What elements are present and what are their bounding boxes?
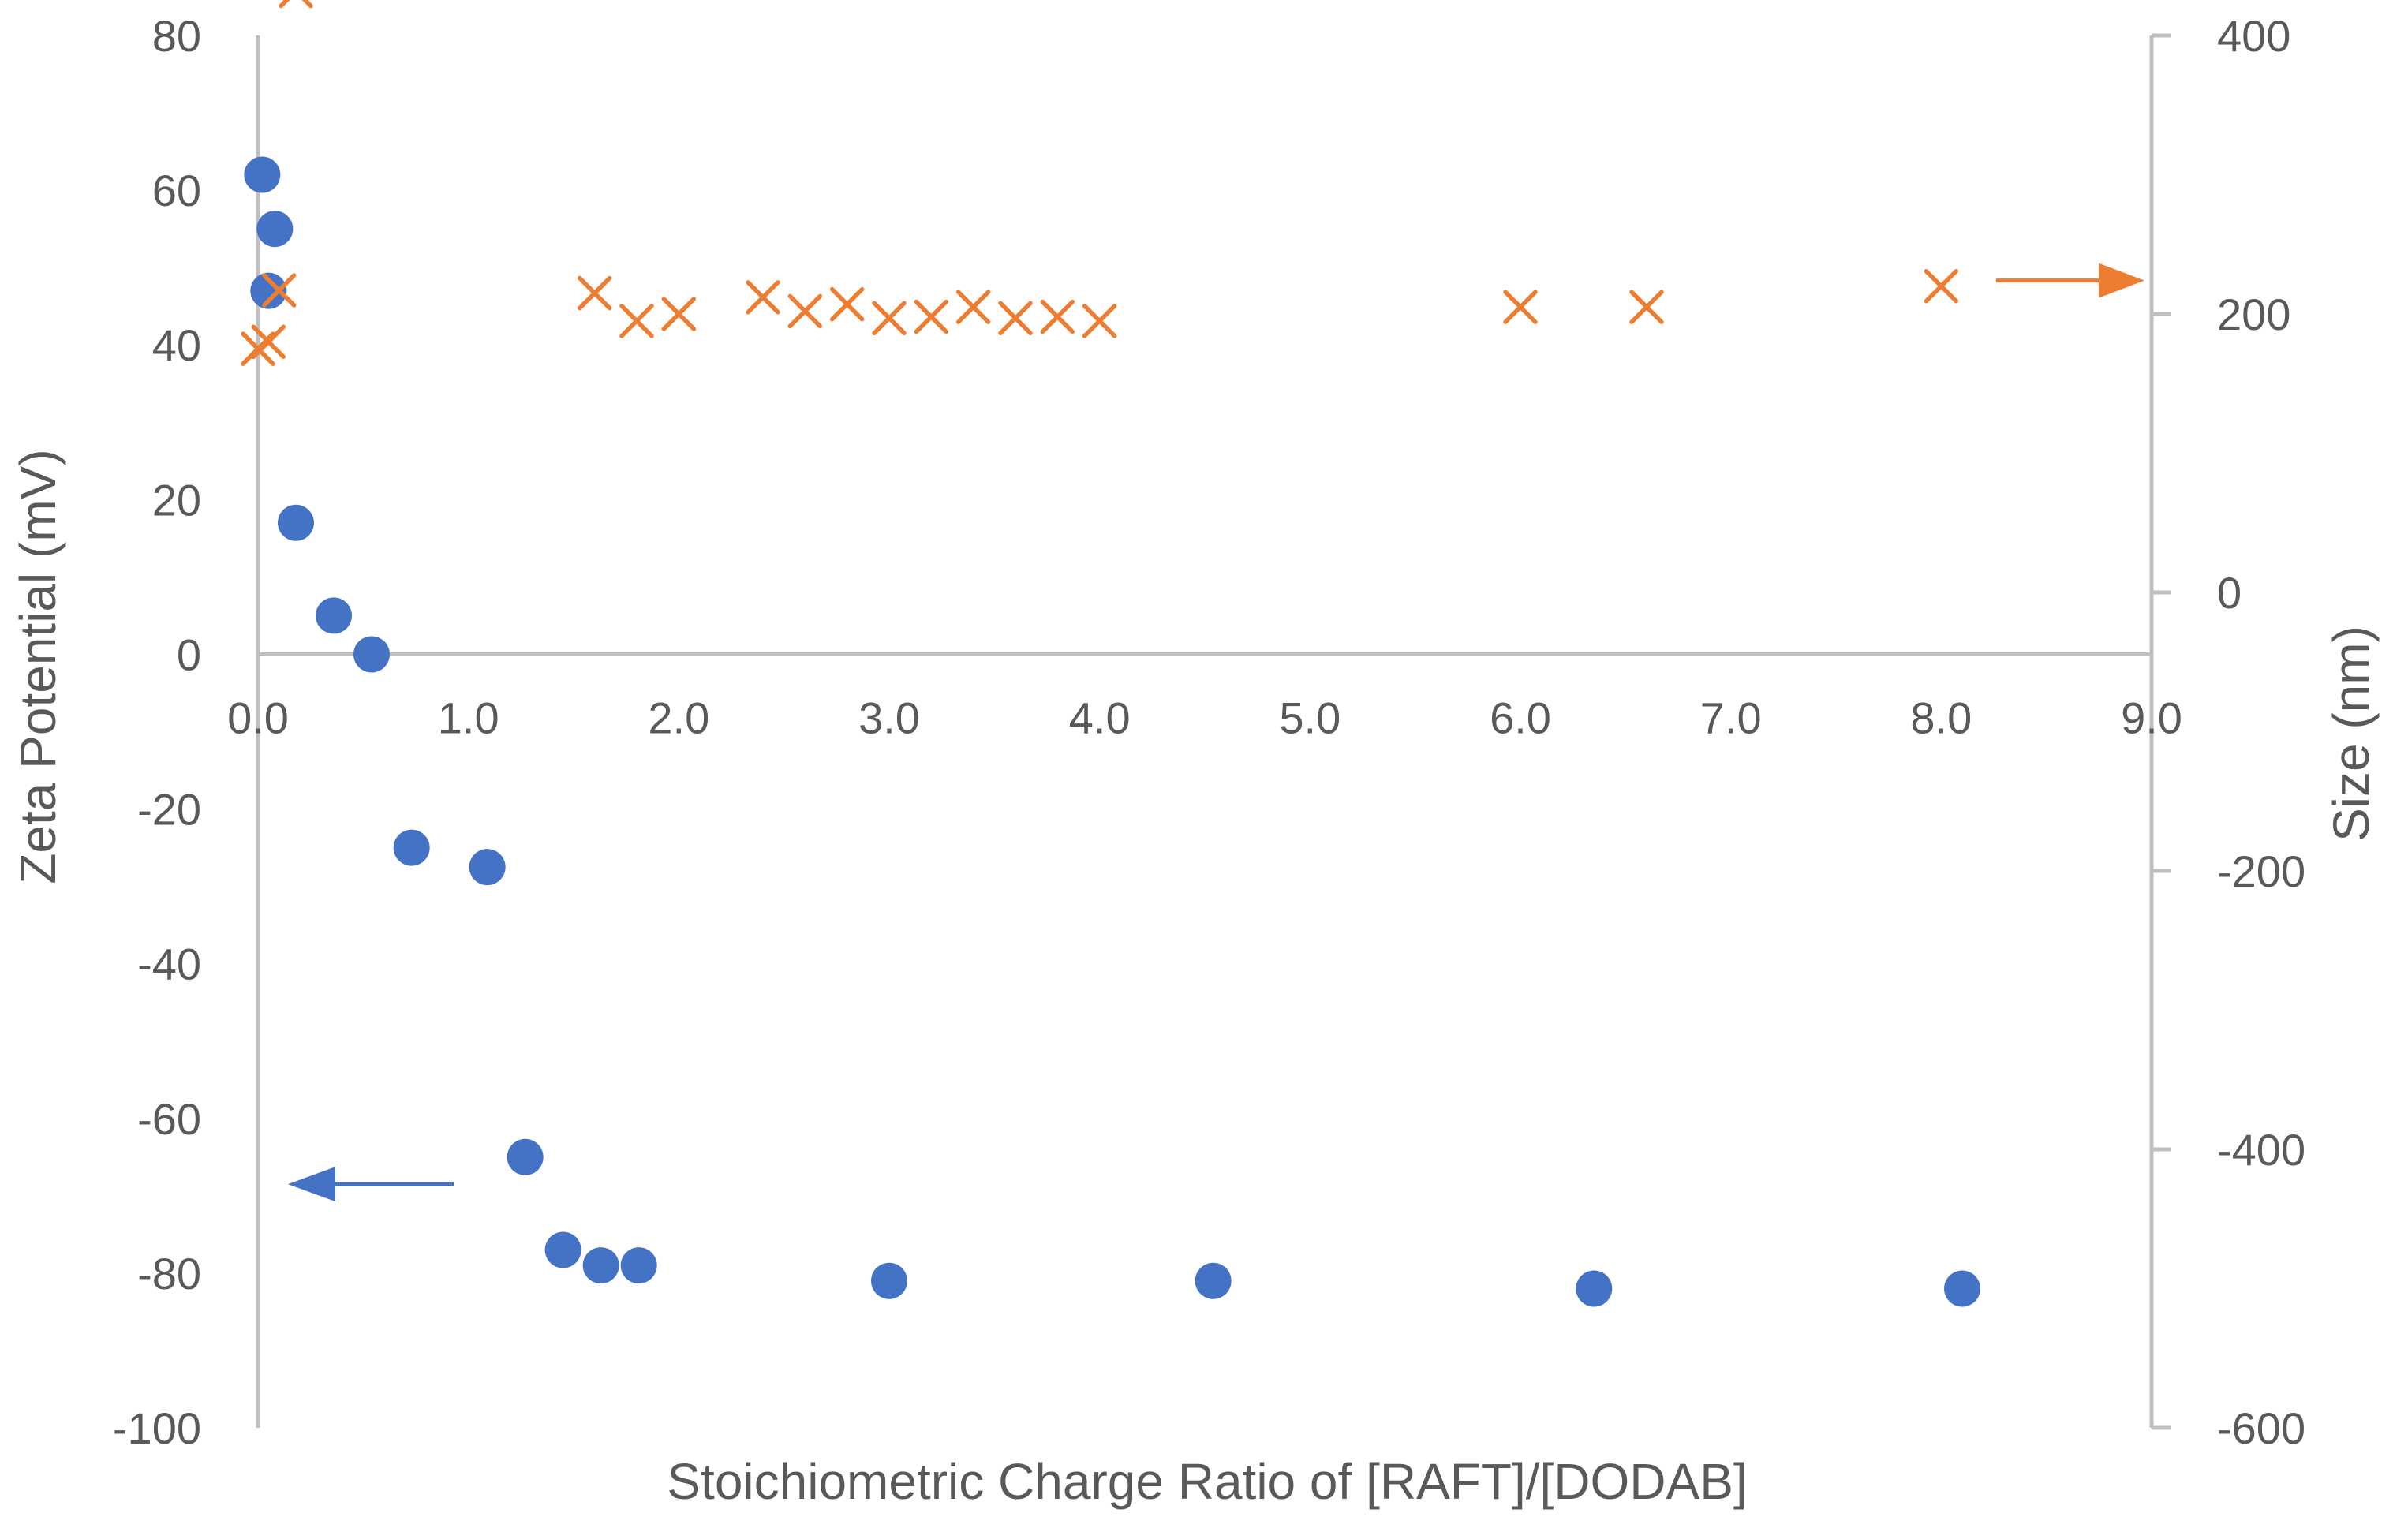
- size-point: [746, 280, 780, 315]
- size-point: [1503, 290, 1538, 324]
- zeta-point: [871, 1262, 907, 1299]
- y-tick-label: -20: [137, 785, 201, 835]
- data-marks: [241, 0, 1980, 1307]
- y-tick-label: -100: [113, 1403, 201, 1453]
- y-tick-label: 0: [177, 630, 201, 679]
- x-tick-label: 2.0: [648, 693, 709, 742]
- size-point: [998, 301, 1033, 336]
- zeta-point: [250, 272, 287, 309]
- size-point: [787, 293, 823, 329]
- x-tick-label: 4.0: [1069, 693, 1131, 742]
- zeta-point: [393, 829, 430, 866]
- x-tick-label: 9.0: [2121, 693, 2182, 742]
- size-point: [261, 273, 297, 308]
- zeta-point: [278, 504, 314, 541]
- y-tick-label: 20: [152, 475, 201, 525]
- y2-tick-label: -400: [2217, 1125, 2305, 1175]
- size-point: [829, 286, 865, 322]
- size-point: [872, 301, 907, 336]
- size-point: [279, 0, 313, 9]
- axes: [256, 33, 2171, 1430]
- size-point: [251, 324, 286, 360]
- tick-labels: 0.0 1.0 2.0 3.0 4.0 5.0 6.0 7.0 8.0 9.0806040200-…: [113, 11, 2305, 1453]
- y2-tick-label: 0: [2217, 568, 2242, 618]
- x-tick-label: 5.0: [1279, 693, 1340, 742]
- size-arrow-head: [2099, 263, 2144, 298]
- y-tick-label: 40: [152, 320, 201, 370]
- zeta-point: [1576, 1270, 1613, 1307]
- y2-tick-label: -200: [2217, 846, 2305, 896]
- x-tick-label: 1.0: [438, 693, 499, 742]
- x-tick-label: 7.0: [1700, 693, 1762, 742]
- zeta-point: [469, 849, 506, 886]
- size-point: [661, 297, 697, 331]
- size-point: [619, 304, 654, 338]
- size-point: [1924, 268, 1959, 304]
- zeta-point: [1944, 1270, 1980, 1307]
- size-point: [1082, 304, 1117, 338]
- size-point: [955, 290, 991, 324]
- x-tick-label: 0.0: [227, 693, 289, 742]
- y-tick-label: -80: [137, 1249, 201, 1298]
- annotations: [288, 263, 2144, 1202]
- size-point: [1629, 290, 1664, 324]
- zeta-point: [582, 1247, 619, 1284]
- x-tick-label: 3.0: [858, 693, 920, 742]
- size-point: [1040, 299, 1075, 334]
- y2-axis-title: Size (nm): [2323, 626, 2380, 842]
- y2-tick-label: 200: [2217, 290, 2290, 339]
- x-axis-title: Stoichiometric Charge Ratio of [RAFT]/[D…: [667, 1453, 1747, 1510]
- x-tick-label: 6.0: [1490, 693, 1551, 742]
- size-point: [577, 275, 612, 311]
- zeta-point: [256, 211, 294, 248]
- x-tick-label: 8.0: [1910, 693, 1972, 742]
- zeta-point: [1195, 1262, 1232, 1299]
- zeta-point: [316, 597, 352, 634]
- y-axis-title: Zeta Potential (mV): [9, 449, 66, 884]
- zeta-point: [620, 1247, 657, 1284]
- zeta-point: [507, 1138, 544, 1175]
- y-tick-label: -60: [137, 1094, 201, 1144]
- y2-tick-label: -600: [2217, 1403, 2305, 1453]
- zeta-point: [353, 636, 390, 673]
- zeta-point: [544, 1231, 581, 1268]
- zeta-arrow-head: [288, 1167, 335, 1202]
- y2-tick-label: 400: [2217, 11, 2290, 61]
- size-point: [914, 299, 949, 334]
- y-tick-label: 60: [152, 166, 201, 215]
- y-tick-label: -40: [137, 940, 201, 989]
- y-tick-label: 80: [152, 11, 201, 61]
- zeta-point: [244, 156, 281, 193]
